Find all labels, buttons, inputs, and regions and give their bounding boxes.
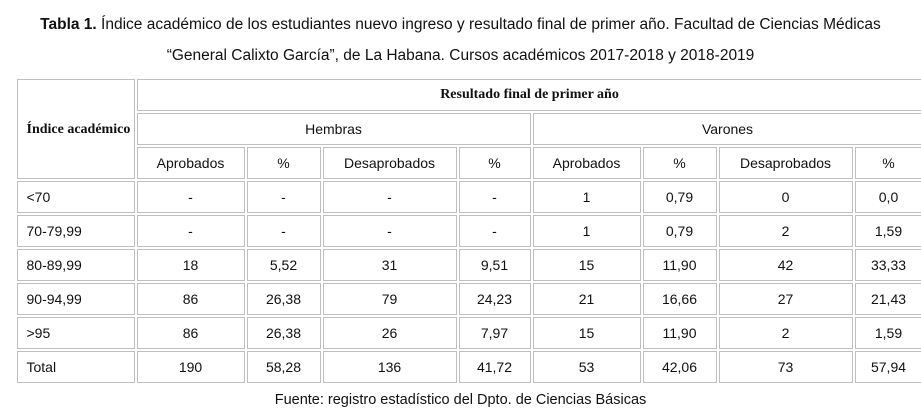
header-col-hembras-desaprobados: Desaprobados bbox=[322, 147, 457, 179]
cell-varones-desaprobados: 27 bbox=[718, 283, 853, 315]
cell-hembras-desaprobados-pct: - bbox=[458, 181, 531, 213]
cell-hembras-desaprobados: 31 bbox=[322, 249, 457, 281]
academic-index-table: Índice académico Resultado final de prim… bbox=[14, 77, 921, 385]
header-col-varones-desaprobados-pct: % bbox=[854, 147, 921, 179]
cell-hembras-desaprobados-pct: 9,51 bbox=[458, 249, 531, 281]
cell-varones-desaprobados: 2 bbox=[718, 215, 853, 247]
table-header-row-columns: Aprobados % Desaprobados % Aprobados % D… bbox=[17, 147, 921, 179]
cell-varones-desaprobados-pct: 1,59 bbox=[854, 215, 921, 247]
cell-varones-aprobados: 1 bbox=[532, 181, 641, 213]
cell-hembras-desaprobados-pct: 7,97 bbox=[458, 317, 531, 349]
header-group-varones: Varones bbox=[532, 113, 921, 145]
cell-hembras-aprobados: 18 bbox=[136, 249, 245, 281]
cell-hembras-desaprobados: 136 bbox=[322, 351, 457, 383]
cell-varones-desaprobados-pct: 33,33 bbox=[854, 249, 921, 281]
cell-hembras-aprobados-pct: 5,52 bbox=[246, 249, 321, 281]
cell-varones-aprobados-pct: 0,79 bbox=[642, 215, 717, 247]
cell-varones-aprobados: 15 bbox=[532, 317, 641, 349]
cell-hembras-aprobados-pct: 26,38 bbox=[246, 283, 321, 315]
cell-hembras-desaprobados: - bbox=[322, 181, 457, 213]
cell-hembras-aprobados: 86 bbox=[136, 283, 245, 315]
table-row: 70-79,99 - - - - 1 0,79 2 1,59 bbox=[16, 215, 921, 247]
cell-varones-desaprobados: 73 bbox=[718, 351, 853, 383]
cell-varones-aprobados-pct: 16,66 bbox=[642, 283, 717, 315]
header-col-varones-aprobados-pct: % bbox=[642, 147, 717, 179]
table-row: 80-89,99 18 5,52 31 9,51 15 11,90 42 33,… bbox=[16, 249, 921, 281]
cell-varones-aprobados-pct: 42,06 bbox=[642, 351, 717, 383]
cell-hembras-desaprobados: 26 bbox=[322, 317, 457, 349]
table-row: >95 86 26,38 26 7,97 15 11,90 2 1,59 bbox=[16, 317, 921, 349]
cell-hembras-desaprobados-pct: - bbox=[458, 215, 531, 247]
cell-varones-desaprobados: 42 bbox=[718, 249, 853, 281]
cell-hembras-aprobados-pct: - bbox=[246, 181, 321, 213]
cell-hembras-aprobados: 190 bbox=[136, 351, 245, 383]
cell-varones-desaprobados: 0 bbox=[718, 181, 853, 213]
cell-hembras-aprobados-pct: - bbox=[246, 215, 321, 247]
cell-hembras-desaprobados: 79 bbox=[322, 283, 457, 315]
table-container: Índice académico Resultado final de prim… bbox=[14, 77, 921, 385]
table-row: 90-94,99 86 26,38 79 24,23 21 16,66 27 2… bbox=[16, 283, 921, 315]
cell-hembras-aprobados: - bbox=[136, 181, 245, 213]
row-label: 70-79,99 bbox=[16, 215, 135, 247]
header-col-hembras-aprobados-pct: % bbox=[246, 147, 321, 179]
header-col-varones-aprobados: Aprobados bbox=[532, 147, 641, 179]
header-col-hembras-desaprobados-pct: % bbox=[458, 147, 531, 179]
cell-varones-aprobados: 1 bbox=[532, 215, 641, 247]
cell-hembras-aprobados: 86 bbox=[136, 317, 245, 349]
cell-hembras-aprobados-pct: 58,28 bbox=[246, 351, 321, 383]
cell-varones-desaprobados: 2 bbox=[718, 317, 853, 349]
row-label: <70 bbox=[16, 181, 135, 213]
cell-hembras-aprobados-pct: 26,38 bbox=[246, 317, 321, 349]
row-label: >95 bbox=[16, 317, 135, 349]
row-label: 80-89,99 bbox=[16, 249, 135, 281]
caption-text: Índice académico de los estudiantes nuev… bbox=[96, 16, 881, 64]
table-header-row-top: Índice académico Resultado final de prim… bbox=[16, 79, 921, 179]
cell-varones-aprobados: 15 bbox=[532, 249, 641, 281]
cell-hembras-desaprobados-pct: 24,23 bbox=[458, 283, 531, 315]
cell-varones-aprobados: 53 bbox=[532, 351, 641, 383]
caption-label: Tabla 1. bbox=[40, 16, 97, 33]
cell-varones-aprobados-pct: 0,79 bbox=[642, 181, 717, 213]
cell-varones-aprobados-pct: 11,90 bbox=[642, 249, 717, 281]
table-caption: Tabla 1. Índice académico de los estudia… bbox=[38, 0, 883, 71]
table-row-total: Total 190 58,28 136 41,72 53 42,06 73 57… bbox=[16, 351, 921, 383]
header-col-hembras-aprobados: Aprobados bbox=[136, 147, 245, 179]
cell-varones-desaprobados-pct: 1,59 bbox=[854, 317, 921, 349]
header-col-varones-desaprobados: Desaprobados bbox=[718, 147, 853, 179]
row-label: Total bbox=[16, 351, 135, 383]
header-index-academico: Índice académico bbox=[16, 79, 135, 179]
header-resultado-final: Resultado final de primer año bbox=[136, 79, 921, 111]
cell-hembras-desaprobados: - bbox=[322, 215, 457, 247]
row-label: 90-94,99 bbox=[16, 283, 135, 315]
table-header-row-groups: Hembras Varones bbox=[17, 113, 921, 145]
cell-varones-desaprobados-pct: 21,43 bbox=[854, 283, 921, 315]
cell-varones-aprobados: 21 bbox=[532, 283, 641, 315]
header-group-hembras: Hembras bbox=[136, 113, 531, 145]
cell-varones-desaprobados-pct: 57,94 bbox=[854, 351, 921, 383]
cell-hembras-desaprobados-pct: 41,72 bbox=[458, 351, 531, 383]
cell-hembras-aprobados: - bbox=[136, 215, 245, 247]
cell-varones-desaprobados-pct: 0,0 bbox=[854, 181, 921, 213]
table-row: <70 - - - - 1 0,79 0 0,0 bbox=[16, 181, 921, 213]
cell-varones-aprobados-pct: 11,90 bbox=[642, 317, 717, 349]
table-source-note: Fuente: registro estadístico del Dpto. d… bbox=[274, 392, 647, 408]
